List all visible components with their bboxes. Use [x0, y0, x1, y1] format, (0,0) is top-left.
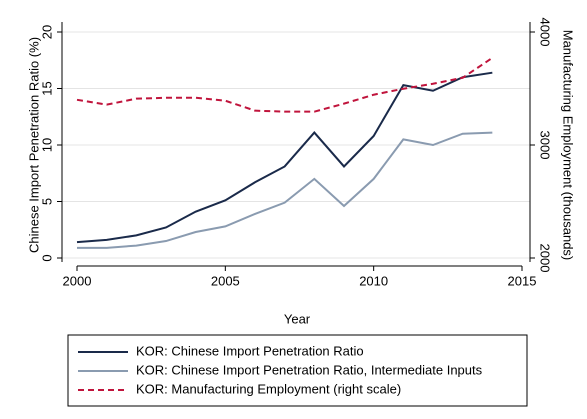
- y-tick-label: 5: [39, 198, 54, 205]
- legend-label: KOR: Chinese Import Penetration Ratio: [136, 343, 364, 358]
- y-tick-label: 20: [39, 25, 54, 39]
- y2-axis-title: Manufacturing Employment (thousands): [561, 30, 576, 261]
- y2-tick-label: 2000: [538, 244, 553, 273]
- series-line: [77, 131, 493, 249]
- y-tick-label: 0: [39, 254, 54, 261]
- y2-tick-label: 3000: [538, 131, 553, 160]
- x-tick-label: 2000: [63, 273, 92, 288]
- y-tick-label: 10: [39, 138, 54, 152]
- y-tick-label: 15: [39, 81, 54, 95]
- y-axis-title: Chinese Import Penetration Ratio (%): [26, 37, 41, 253]
- legend-label: KOR: Chinese Import Penetration Ratio, I…: [136, 362, 483, 377]
- y2-tick-label: 4000: [538, 18, 553, 47]
- series-line: [76, 71, 493, 244]
- x-axis-title: Year: [284, 311, 311, 326]
- x-tick-label: 2015: [508, 273, 537, 288]
- x-tick-label: 2005: [211, 273, 240, 288]
- x-tick-label: 2010: [359, 273, 388, 288]
- legend-box: [67, 334, 528, 407]
- legend-label: KOR: Manufacturing Employment (right sca…: [136, 381, 401, 396]
- series-line: [76, 57, 493, 113]
